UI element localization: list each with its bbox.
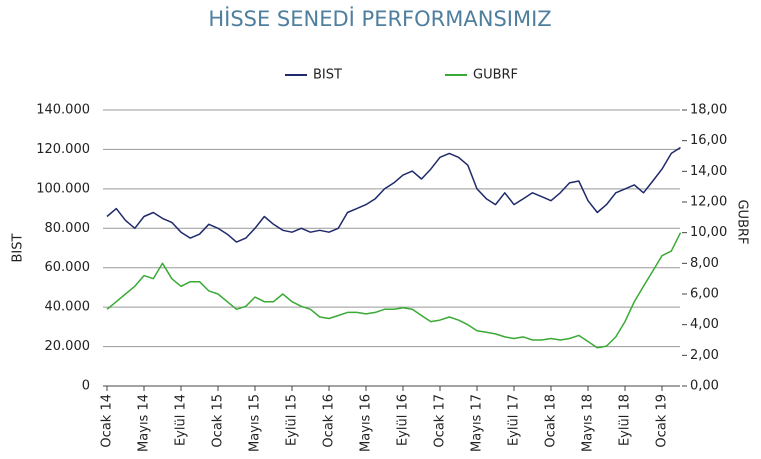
y2-tick-label: 10,00 bbox=[690, 225, 727, 240]
y-tick-label: 100.000 bbox=[36, 181, 90, 196]
y-axis-label: BIST bbox=[11, 233, 26, 262]
y2-tick-label: 4,00 bbox=[690, 317, 719, 332]
y-tick-label: 40.000 bbox=[45, 300, 91, 315]
legend-label: GUBRF bbox=[473, 68, 518, 83]
x-tick-label: Eylül 14 bbox=[174, 394, 189, 446]
y-tick-label: 20.000 bbox=[45, 339, 91, 354]
y-tick-label: 140.000 bbox=[36, 103, 90, 118]
x-tick-label: Mayıs 18 bbox=[581, 394, 596, 452]
x-tick-label: Ocak 14 bbox=[100, 394, 115, 448]
x-tick-label: Eylül 18 bbox=[618, 394, 633, 446]
y-tick-label: 60.000 bbox=[45, 260, 91, 275]
y-tick-label: 80.000 bbox=[45, 221, 91, 236]
x-tick-label: Eylül 15 bbox=[285, 394, 300, 446]
x-tick-label: Eylül 17 bbox=[507, 394, 522, 446]
chart-title: HİSSE SENEDİ PERFORMANSIMIZ bbox=[208, 6, 551, 31]
y2-tick-label: 6,00 bbox=[690, 287, 719, 302]
y2-tick-label: 14,00 bbox=[690, 164, 727, 179]
x-tick-label: Ocak 15 bbox=[211, 394, 226, 448]
x-tick-label: Ocak 19 bbox=[655, 394, 670, 448]
x-tick-label: Ocak 17 bbox=[433, 394, 448, 448]
y-tick-label: 120.000 bbox=[36, 142, 90, 157]
x-tick-label: Eylül 16 bbox=[396, 394, 411, 446]
x-tick-label: Mayıs 17 bbox=[470, 394, 485, 452]
legend-label: BIST bbox=[313, 68, 342, 83]
x-tick-label: Mayıs 16 bbox=[359, 394, 374, 452]
y-tick-label: 0 bbox=[82, 379, 90, 394]
line-series bbox=[106, 232, 682, 349]
y2-tick-label: 16,00 bbox=[690, 133, 727, 148]
y2-tick-label: 2,00 bbox=[690, 348, 719, 363]
y2-tick-label: 18,00 bbox=[690, 103, 727, 118]
x-tick-label: Ocak 16 bbox=[322, 394, 337, 448]
x-tick-label: Ocak 18 bbox=[544, 394, 559, 448]
x-tick-label: Mayıs 14 bbox=[137, 394, 152, 452]
y2-tick-label: 8,00 bbox=[690, 256, 719, 271]
y2-tick-label: 12,00 bbox=[690, 195, 727, 210]
y2-axis-label: GUBRF bbox=[735, 199, 750, 244]
y2-tick-label: 0,00 bbox=[690, 379, 719, 394]
x-tick-label: Mayıs 15 bbox=[248, 394, 263, 452]
line-series bbox=[106, 146, 681, 243]
